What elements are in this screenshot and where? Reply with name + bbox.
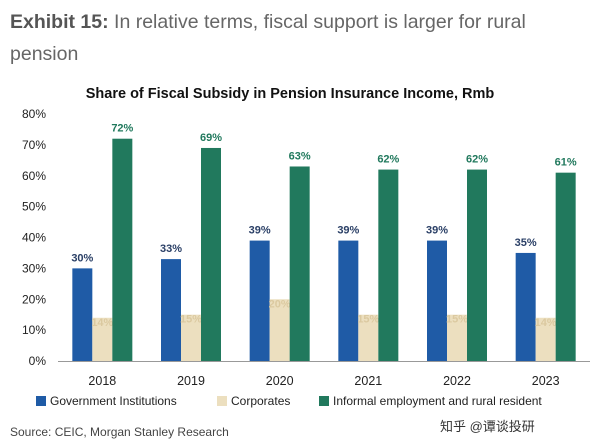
data-label: 15% (446, 314, 468, 326)
x-tick-label: 2022 (443, 374, 471, 388)
bar-corporates (92, 317, 113, 361)
bar-government (515, 252, 536, 361)
exhibit-heading: Exhibit 15: In relative terms, fiscal su… (10, 6, 595, 70)
data-label: 61% (555, 157, 577, 169)
data-label: 20% (269, 298, 291, 310)
data-label: 14% (535, 317, 557, 329)
y-tick-label: 30% (22, 261, 46, 275)
legend-label: Informal employment and rural resident (333, 394, 542, 408)
data-label: 69% (200, 132, 222, 144)
bar-informal (555, 172, 576, 361)
bar-government (161, 259, 181, 361)
bar-government (427, 240, 447, 361)
legend-swatch (319, 396, 329, 406)
data-label: 39% (337, 225, 359, 237)
x-tick-label: 2021 (354, 374, 382, 388)
bar-informal (201, 147, 221, 361)
bar-corporates (269, 299, 290, 361)
y-tick-label: 80% (22, 107, 46, 121)
bar-government (72, 268, 93, 361)
data-label: 62% (377, 154, 399, 166)
data-label: 15% (180, 314, 202, 326)
y-tick-label: 60% (22, 169, 46, 183)
bar-informal (467, 169, 487, 361)
bar-corporates (358, 314, 379, 361)
y-tick-label: 50% (22, 200, 46, 214)
y-tick-label: 0% (29, 354, 47, 368)
legend-swatch (36, 396, 46, 406)
y-tick-label: 40% (22, 231, 46, 245)
legend-label: Government Institutions (50, 394, 177, 408)
data-label: 15% (357, 314, 379, 326)
bar-government (338, 240, 359, 361)
bar-corporates (535, 317, 556, 361)
bar-informal (378, 169, 399, 361)
x-tick-label: 2020 (266, 374, 294, 388)
data-label: 62% (466, 154, 488, 166)
bar-government (249, 240, 270, 361)
x-tick-label: 2019 (177, 374, 205, 388)
y-tick-label: 10% (22, 323, 46, 337)
data-label: 33% (160, 243, 182, 255)
bar-corporates (181, 314, 201, 361)
bar-informal (289, 166, 310, 361)
y-tick-label: 70% (22, 138, 46, 152)
source-note: Source: CEIC, Morgan Stanley Research (10, 425, 229, 439)
x-tick-label: 2023 (532, 374, 560, 388)
exhibit-label: Exhibit 15: (10, 11, 109, 33)
data-label: 72% (111, 123, 133, 135)
chart-title: Share of Fiscal Subsidy in Pension Insur… (86, 86, 495, 102)
x-tick-label: 2018 (88, 374, 116, 388)
data-label: 30% (71, 252, 93, 264)
data-label: 14% (91, 317, 113, 329)
data-label: 35% (515, 237, 537, 249)
data-label: 39% (426, 225, 448, 237)
y-tick-label: 20% (22, 292, 46, 306)
exhibit-text: In relative terms, fiscal support is lar… (10, 11, 526, 65)
data-label: 63% (289, 150, 311, 162)
data-label: 39% (249, 225, 271, 237)
legend-label: Corporates (231, 394, 290, 408)
watermark: 知乎 @谭谈投研 (440, 419, 535, 434)
legend-swatch (217, 396, 227, 406)
bar-informal (112, 138, 133, 361)
bar-corporates (447, 314, 467, 361)
